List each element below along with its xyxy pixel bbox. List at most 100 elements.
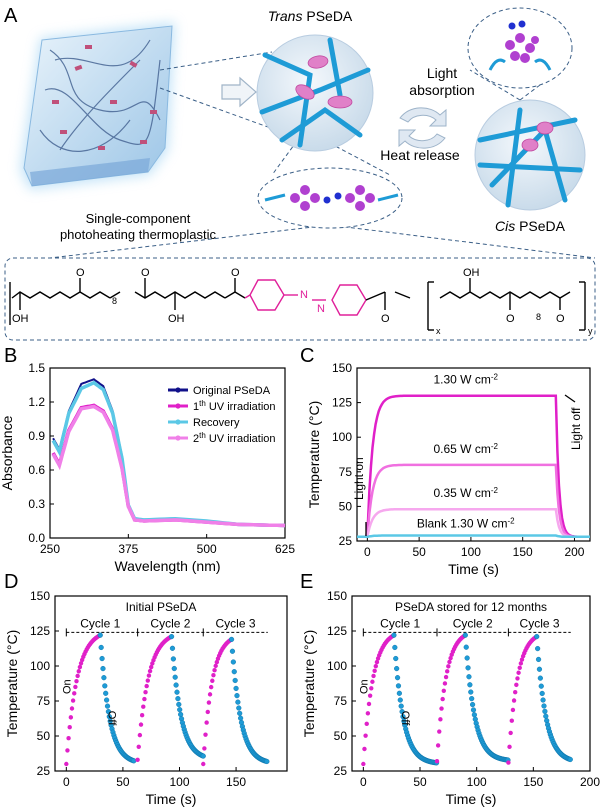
y-tick-label: 1.2 (28, 395, 45, 409)
cooling-point (542, 708, 548, 714)
heating-point (361, 761, 366, 767)
heating-point (202, 746, 207, 751)
heating-point (136, 744, 141, 750)
series-line-1 (357, 463, 590, 539)
heating-point (363, 733, 368, 738)
heating-point (208, 684, 214, 690)
heating-point (73, 684, 78, 690)
cooling-point (534, 633, 540, 640)
cooling-point (397, 697, 403, 703)
y-tick-label: 0.0 (28, 531, 45, 545)
heating-point (65, 748, 70, 753)
plot-frame (49, 367, 286, 539)
heating-point (435, 743, 441, 748)
x-tick-label: 100 (461, 545, 481, 559)
formula-o-2: O (141, 267, 150, 279)
y-tick-label: 125 (332, 396, 352, 410)
heating-point (374, 659, 380, 665)
light-absorption-1: Light (427, 65, 457, 81)
heating-point (446, 664, 451, 669)
chart-d: 0 50 100 150 25 50 75 100 125 150 Time (s) Temperat… (4, 589, 288, 807)
cooling-point (234, 693, 240, 699)
formula-sub8-1: 8 (112, 296, 117, 306)
heating-point (64, 761, 69, 767)
heating-point (68, 715, 74, 720)
heating-point (439, 706, 444, 711)
x-tick-label: 100 (169, 775, 189, 789)
formula-o-5: O (506, 313, 515, 325)
heating-point (438, 717, 443, 722)
cooling-point (237, 710, 243, 716)
heating-point (447, 659, 452, 665)
heating-point (507, 744, 512, 750)
cooling-point (100, 665, 106, 672)
heating-point (141, 704, 146, 709)
legend-label: Original PSeDA (193, 385, 271, 397)
heating-point (76, 669, 81, 674)
formula-suby: y (588, 326, 593, 336)
cooling-point (537, 675, 543, 681)
x-tick-label: 0 (360, 775, 367, 789)
cooling-point (398, 703, 404, 709)
panel-letter-d: D (4, 571, 18, 593)
y-tick-label: 25 (37, 764, 51, 778)
chart-title: Initial PSeDA (126, 600, 197, 614)
heating-point (147, 668, 153, 674)
light-absorption-2: absorption (409, 82, 474, 98)
y-tick-label: 75 (334, 694, 348, 708)
cooling-point (465, 665, 471, 671)
y-tick-label: 0.3 (28, 497, 45, 511)
heating-point (437, 729, 442, 734)
cooling-point (176, 701, 182, 708)
y-tick-label: 150 (327, 589, 347, 603)
cycle-label: Cycle 2 (150, 616, 190, 630)
series-line-2 (357, 507, 590, 539)
legend-marker (175, 419, 181, 425)
cooling-point (101, 675, 107, 681)
structural-formula: OH O 8 O OH O N N O x OH O 8 O y (4, 257, 596, 341)
cooling-point (232, 677, 238, 684)
heating-point (144, 683, 149, 689)
y-tick-label: 25 (334, 764, 348, 778)
x-tick-label: 0 (63, 775, 70, 789)
cooling-point (236, 705, 242, 711)
cis-molecule-bubble (467, 7, 573, 89)
y-tick-label: 100 (332, 430, 352, 444)
formula-o-3: O (231, 267, 240, 279)
cooling-point (393, 655, 399, 662)
cooling-point (536, 666, 543, 672)
cooling-point (467, 682, 473, 688)
cooling-point (171, 665, 177, 672)
heating-point (366, 701, 372, 707)
y-tick-label: 150 (332, 361, 352, 375)
cooling-point (395, 683, 402, 689)
film-caption-line1: Single-component (86, 211, 191, 226)
heating-point (442, 681, 448, 686)
x-tick-label: 200 (564, 545, 584, 559)
y-tick-label: 50 (339, 499, 353, 513)
heating-point (210, 678, 215, 683)
y-tick-label: 125 (327, 624, 347, 638)
cooling-point (469, 701, 476, 708)
panel-a: A Sin (4, 5, 596, 341)
cycle-label: Cycle 1 (380, 616, 420, 630)
legend-label: 2th UV irradiation (193, 431, 276, 446)
x-tick-label: 500 (197, 542, 217, 556)
chart-b: 250 375 500 625 0.0 0.3 0.6 0.9 1.2 1.5 Wavelength… (0, 361, 295, 574)
cooling-point (104, 697, 110, 703)
heating-point (67, 725, 72, 730)
heating-point (69, 706, 75, 711)
cooling-point (172, 674, 178, 680)
x-tick-label: 50 (116, 775, 130, 789)
cooling-point (175, 696, 181, 702)
y-tick-label: 0.6 (28, 463, 45, 477)
formula-subx: x (436, 326, 441, 336)
heating-point (213, 663, 218, 669)
cooling-point (98, 644, 104, 651)
off-label: Off (105, 711, 117, 726)
y-tick-label: 75 (339, 465, 353, 479)
series-label: 0.65 W cm-2 (433, 441, 498, 456)
cooling-point (399, 709, 405, 715)
off-label: Off (399, 711, 411, 726)
heating-point (148, 664, 154, 670)
